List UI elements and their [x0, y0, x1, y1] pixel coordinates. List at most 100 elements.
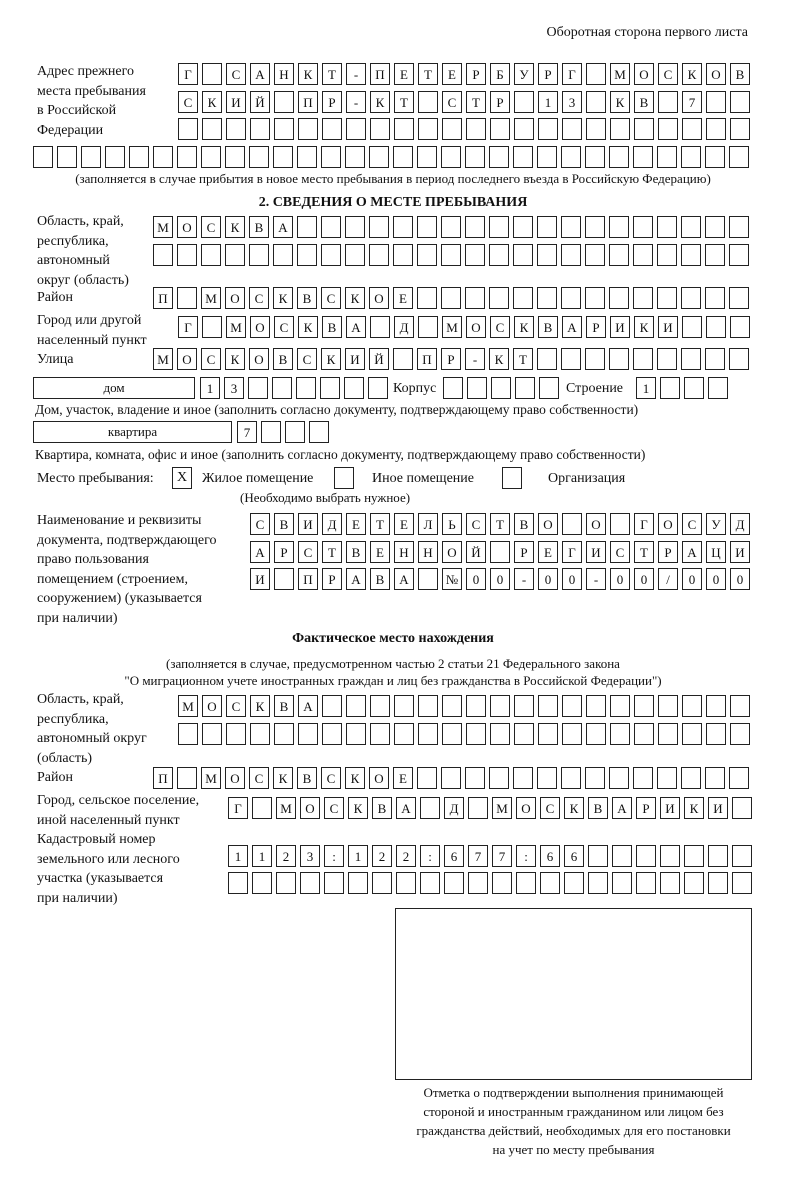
- char-cell[interactable]: [466, 695, 486, 717]
- char-cell[interactable]: М: [153, 216, 173, 238]
- char-cell[interactable]: 2: [372, 845, 392, 867]
- char-cell[interactable]: [285, 421, 305, 443]
- char-cell[interactable]: [708, 872, 728, 894]
- char-cell[interactable]: К: [202, 91, 222, 113]
- char-cell[interactable]: [348, 872, 368, 894]
- char-cell[interactable]: О: [538, 513, 558, 535]
- char-cell[interactable]: О: [634, 63, 654, 85]
- char-cell[interactable]: :: [420, 845, 440, 867]
- char-cell[interactable]: У: [706, 513, 726, 535]
- char-cell[interactable]: [705, 216, 725, 238]
- char-cell[interactable]: [681, 244, 701, 266]
- char-cell[interactable]: [562, 513, 582, 535]
- char-cell[interactable]: Т: [322, 63, 342, 85]
- char-cell[interactable]: Е: [394, 513, 414, 535]
- char-cell[interactable]: И: [345, 348, 365, 370]
- char-cell[interactable]: [732, 845, 752, 867]
- house-type-field[interactable]: дом: [33, 377, 195, 399]
- char-cell[interactable]: Л: [418, 513, 438, 535]
- char-cell[interactable]: И: [708, 797, 728, 819]
- char-cell[interactable]: [322, 695, 342, 717]
- char-cell[interactable]: С: [540, 797, 560, 819]
- char-cell[interactable]: [465, 287, 485, 309]
- char-cell[interactable]: [489, 767, 509, 789]
- char-cell[interactable]: [346, 118, 366, 140]
- char-cell[interactable]: [321, 146, 341, 168]
- char-cell[interactable]: 1: [348, 845, 368, 867]
- char-cell[interactable]: [708, 377, 728, 399]
- char-cell[interactable]: [585, 348, 605, 370]
- char-cell[interactable]: [418, 723, 438, 745]
- char-cell[interactable]: К: [225, 216, 245, 238]
- char-cell[interactable]: [706, 316, 726, 338]
- char-cell[interactable]: 1: [538, 91, 558, 113]
- char-cell[interactable]: [513, 146, 533, 168]
- char-cell[interactable]: А: [562, 316, 582, 338]
- char-cell[interactable]: -: [586, 568, 606, 590]
- char-cell[interactable]: [636, 872, 656, 894]
- char-cell[interactable]: [393, 244, 413, 266]
- char-cell[interactable]: [732, 872, 752, 894]
- char-cell[interactable]: [324, 872, 344, 894]
- char-cell[interactable]: 0: [610, 568, 630, 590]
- char-cell[interactable]: [705, 244, 725, 266]
- char-cell[interactable]: :: [324, 845, 344, 867]
- char-cell[interactable]: С: [201, 216, 221, 238]
- char-cell[interactable]: С: [610, 541, 630, 563]
- char-cell[interactable]: [609, 216, 629, 238]
- char-cell[interactable]: [586, 723, 606, 745]
- char-cell[interactable]: Б: [490, 63, 510, 85]
- char-cell[interactable]: 6: [540, 845, 560, 867]
- char-cell[interactable]: [657, 244, 677, 266]
- char-cell[interactable]: [420, 872, 440, 894]
- char-cell[interactable]: [706, 91, 726, 113]
- char-cell[interactable]: [369, 146, 389, 168]
- char-cell[interactable]: И: [586, 541, 606, 563]
- char-cell[interactable]: [393, 146, 413, 168]
- char-cell[interactable]: О: [658, 513, 678, 535]
- char-cell[interactable]: [610, 723, 630, 745]
- char-cell[interactable]: [345, 244, 365, 266]
- char-cell[interactable]: [322, 118, 342, 140]
- char-cell[interactable]: [346, 695, 366, 717]
- char-cell[interactable]: [513, 287, 533, 309]
- char-cell[interactable]: 6: [564, 845, 584, 867]
- char-cell[interactable]: Д: [444, 797, 464, 819]
- char-cell[interactable]: И: [298, 513, 318, 535]
- char-cell[interactable]: В: [730, 63, 750, 85]
- char-cell[interactable]: [465, 767, 485, 789]
- char-cell[interactable]: [514, 118, 534, 140]
- char-cell[interactable]: О: [177, 348, 197, 370]
- char-cell[interactable]: [684, 377, 704, 399]
- char-cell[interactable]: [681, 146, 701, 168]
- char-cell[interactable]: [684, 872, 704, 894]
- char-cell[interactable]: -: [514, 568, 534, 590]
- char-cell[interactable]: [538, 118, 558, 140]
- char-cell[interactable]: О: [442, 541, 462, 563]
- char-cell[interactable]: [634, 723, 654, 745]
- char-cell[interactable]: А: [396, 797, 416, 819]
- char-cell[interactable]: П: [153, 767, 173, 789]
- char-cell[interactable]: Р: [322, 91, 342, 113]
- char-cell[interactable]: [370, 723, 390, 745]
- char-cell[interactable]: :: [516, 845, 536, 867]
- char-cell[interactable]: [609, 287, 629, 309]
- char-cell[interactable]: [682, 723, 702, 745]
- char-cell[interactable]: С: [249, 287, 269, 309]
- char-cell[interactable]: [708, 845, 728, 867]
- char-cell[interactable]: Р: [658, 541, 678, 563]
- char-cell[interactable]: [467, 377, 487, 399]
- char-cell[interactable]: [393, 216, 413, 238]
- char-cell[interactable]: [153, 146, 173, 168]
- char-cell[interactable]: О: [369, 287, 389, 309]
- char-cell[interactable]: [201, 244, 221, 266]
- char-cell[interactable]: О: [300, 797, 320, 819]
- char-cell[interactable]: К: [321, 348, 341, 370]
- char-cell[interactable]: [585, 146, 605, 168]
- char-cell[interactable]: [657, 348, 677, 370]
- char-cell[interactable]: [660, 377, 680, 399]
- char-cell[interactable]: [730, 316, 750, 338]
- char-cell[interactable]: Е: [393, 767, 413, 789]
- char-cell[interactable]: [344, 377, 364, 399]
- char-cell[interactable]: [309, 421, 329, 443]
